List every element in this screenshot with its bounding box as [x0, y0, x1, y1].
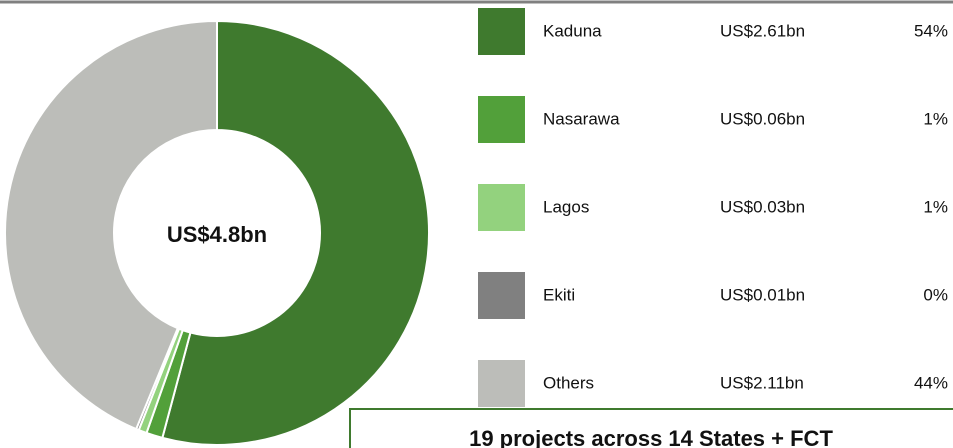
legend: Kaduna US$2.61bn 54% Nasarawa US$0.06bn 1% Lag… — [478, 8, 948, 407]
slice — [4, 19, 218, 431]
legend-label: Ekiti — [543, 285, 575, 304]
value-label: US$2.61bn — [720, 21, 805, 40]
value-label: US$0.01bn — [720, 285, 805, 304]
percentage-label: 1% — [923, 109, 948, 128]
legend-label: Others — [543, 373, 594, 392]
value-label: US$0.03bn — [720, 197, 805, 216]
percentage-label: 0% — [923, 285, 948, 304]
legend-swatch — [478, 272, 525, 319]
value-label: US$0.06bn — [720, 109, 805, 128]
legend-label: Lagos — [543, 197, 589, 216]
donut — [4, 19, 430, 446]
value-label: US$2.11bn — [720, 373, 804, 392]
legend-swatch — [478, 184, 525, 231]
center-label: US$4.8bn — [167, 222, 267, 247]
percentage-label: 54% — [914, 21, 948, 40]
percentage-label: 44% — [914, 373, 948, 392]
legend-swatch — [478, 96, 525, 143]
legend-swatch — [478, 8, 525, 55]
percentage-label: 1% — [923, 197, 948, 216]
footer-box — [349, 408, 953, 448]
legend-label: Nasarawa — [543, 109, 620, 128]
legend-swatch — [478, 360, 525, 407]
legend-label: Kaduna — [543, 21, 602, 40]
footer-text: 19 projects across 14 States + FCT — [469, 426, 833, 448]
slice — [161, 19, 430, 446]
